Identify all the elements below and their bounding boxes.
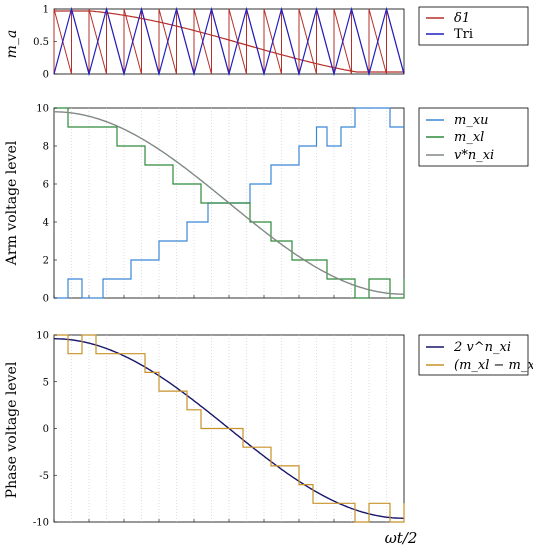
panel-carrier-yticks: 00.51 (33, 5, 57, 81)
y-tick-label: 4 (43, 218, 49, 229)
series-step (54, 107, 405, 299)
y-tick-label: -10 (33, 518, 49, 529)
panel-carrier-series (53, 6, 405, 77)
y-tick-label: 10 (36, 331, 49, 342)
y-tick-label: 0 (43, 424, 49, 435)
panel-arm-ylabel: Arm voltage level (4, 140, 20, 266)
legend-tri-label: Tri (454, 27, 473, 42)
y-tick-label: 0.5 (33, 37, 49, 48)
y-tick-label: 2 (43, 256, 49, 267)
panel-arm: 0 2 4 6 8 10 Arm voltage level (4, 104, 405, 305)
panel-phase-ylabel: Phase voltage level (4, 361, 20, 498)
y-tick-label: 5 (43, 377, 49, 388)
legend-carrier-box (418, 6, 529, 46)
panel-phase-yticks: -10 -5 0 5 10 (33, 331, 57, 529)
panel-phase-xlabel: ωt/2 (385, 529, 418, 547)
panel-carrier-ylabel: m_a (4, 30, 20, 59)
y-tick-label: 0 (43, 70, 49, 81)
y-tick-label: 10 (36, 104, 49, 115)
y-tick-label: -5 (39, 471, 49, 482)
legend-diff-label: (m_xl − m_xu) (454, 358, 533, 373)
panel-phase-series (54, 334, 405, 523)
series-cosine (54, 111, 404, 295)
series-step (54, 334, 405, 523)
y-tick-label: 8 (43, 142, 49, 153)
y-tick-label: 6 (43, 180, 49, 191)
legend-mxl-label: m_xl (454, 130, 484, 145)
panel-phase: -10 -5 0 5 10 Phase voltage level ωt/2 (4, 331, 417, 548)
legend-vref-label: v*n_xi (454, 148, 494, 163)
y-tick-label: 1 (43, 5, 49, 16)
series-tri (53, 6, 405, 77)
legend-mxu-label: m_xu (454, 113, 489, 128)
series-delta1-sawtooth (53, 8, 405, 75)
legend-phase: 2 v^n_xi (m_xl − m_xu) (418, 334, 533, 376)
panel-arm-series (54, 107, 405, 299)
y-tick-label: 0 (43, 294, 49, 305)
legend-carrier: δ1 Tri (418, 6, 529, 46)
series-step (54, 107, 404, 299)
legend-2vn-label: 2 v^n_xi (453, 340, 511, 355)
panel-arm-yticks: 0 2 4 6 8 10 (36, 104, 57, 305)
legend-phase-box (418, 334, 529, 376)
legend-arm: m_xu m_xl v*n_xi (418, 107, 529, 167)
legend-delta1-label: δ1 (454, 11, 470, 26)
panel-carrier: 00.51 m_a (4, 5, 405, 81)
